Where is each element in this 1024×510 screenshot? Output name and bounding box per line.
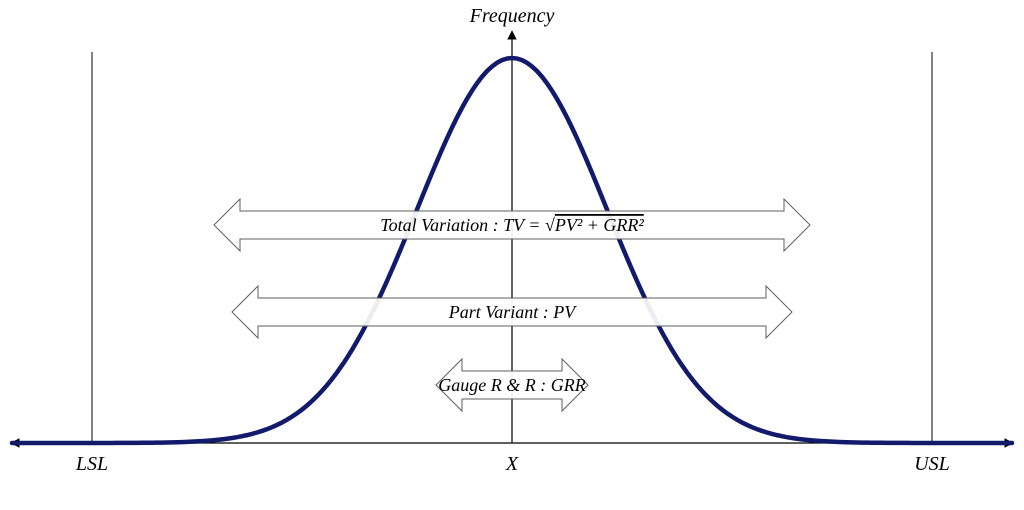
y-axis-label: Frequency [469, 5, 555, 27]
usl-label: USL [914, 453, 950, 475]
x-axis-label: X [505, 453, 519, 475]
lsl-label: LSL [75, 453, 108, 475]
svg-text:Total Variation : TV = √PV² +: Total Variation : TV = √PV² + GRR² [380, 215, 644, 235]
total-variation-label: Total Variation : TV = √PV² + GRR² [380, 215, 644, 235]
part-variant-label: Part Variant : PV [448, 302, 577, 322]
gauge-rr-label: Gauge R & R : GRR [438, 375, 585, 395]
